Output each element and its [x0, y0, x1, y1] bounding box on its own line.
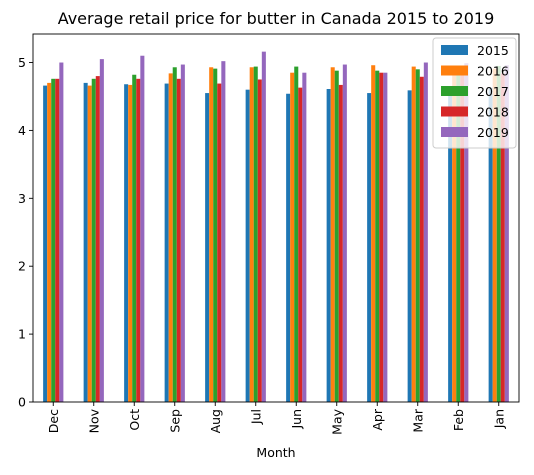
- legend-swatch-2017: [441, 86, 468, 96]
- bar-2017-jan[interactable]: [496, 65, 501, 402]
- bar-2015-may[interactable]: [326, 89, 331, 402]
- bar-2019-apr[interactable]: [383, 72, 388, 402]
- bar-2015-dec[interactable]: [43, 85, 48, 402]
- x-tick-label-mar: Mar: [410, 408, 425, 432]
- legend-label-2019: 2019: [477, 125, 509, 140]
- legend-label-2016: 2016: [477, 64, 509, 79]
- bar-2016-jun[interactable]: [290, 72, 295, 402]
- bar-2017-apr[interactable]: [375, 70, 380, 402]
- bar-2017-sep[interactable]: [172, 67, 177, 403]
- bar-2017-nov[interactable]: [91, 78, 96, 402]
- bar-2017-feb[interactable]: [456, 71, 461, 402]
- bar-2016-nov[interactable]: [87, 85, 92, 402]
- bar-2015-nov[interactable]: [83, 82, 88, 402]
- bar-2019-jul[interactable]: [261, 51, 266, 403]
- bar-2018-jun[interactable]: [298, 87, 303, 402]
- bar-2015-mar[interactable]: [407, 90, 412, 402]
- bar-2016-apr[interactable]: [371, 65, 376, 402]
- bar-2016-jan[interactable]: [492, 68, 497, 402]
- bar-2016-aug[interactable]: [209, 67, 214, 403]
- legend-swatch-2018: [441, 106, 468, 117]
- bar-2015-jul[interactable]: [245, 89, 250, 403]
- bar-2016-dec[interactable]: [47, 82, 52, 402]
- bar-2018-mar[interactable]: [419, 76, 424, 403]
- bar-2017-jul[interactable]: [253, 66, 258, 402]
- bar-2015-aug[interactable]: [205, 93, 210, 402]
- bar-2016-oct[interactable]: [128, 84, 133, 403]
- bar-2015-sep[interactable]: [164, 83, 169, 402]
- legend-label-2017: 2017: [477, 84, 509, 99]
- bar-2016-jul[interactable]: [249, 67, 254, 403]
- legend-label-2015: 2015: [477, 43, 509, 58]
- y-tick-label: 3: [18, 191, 26, 206]
- bar-2017-may[interactable]: [334, 70, 339, 402]
- bar-2018-jul[interactable]: [257, 79, 262, 403]
- bar-2015-apr[interactable]: [367, 93, 372, 402]
- bar-2016-may[interactable]: [330, 67, 335, 403]
- bar-2015-feb[interactable]: [448, 91, 453, 402]
- x-tick-label-sep: Sep: [167, 409, 182, 433]
- bar-2015-jun[interactable]: [286, 93, 291, 402]
- bar-2019-jun[interactable]: [302, 72, 307, 402]
- bar-2018-aug[interactable]: [217, 83, 222, 402]
- x-tick-label-oct: Oct: [127, 409, 142, 431]
- y-tick-label: 2: [18, 259, 26, 274]
- bar-2019-sep[interactable]: [180, 64, 185, 403]
- legend-swatch-2019: [441, 127, 468, 137]
- chart-title: Average retail price for butter in Canad…: [58, 9, 495, 28]
- bar-2018-oct[interactable]: [136, 78, 141, 402]
- x-tick-label-jan: Jan: [491, 409, 506, 429]
- bar-2019-may[interactable]: [342, 64, 347, 403]
- y-tick-label: 5: [18, 55, 26, 70]
- bar-2017-aug[interactable]: [213, 68, 218, 402]
- bar-2019-feb[interactable]: [464, 63, 469, 402]
- bar-2016-feb[interactable]: [452, 72, 457, 403]
- plot-frame: [32, 33, 520, 403]
- bar-2018-sep[interactable]: [176, 78, 181, 402]
- x-axis-label: Month: [256, 445, 295, 460]
- x-tick-label-aug: Aug: [208, 409, 223, 433]
- y-tick-label: 0: [18, 395, 26, 410]
- bar-2018-may[interactable]: [338, 84, 343, 403]
- bar-2019-dec[interactable]: [59, 62, 64, 403]
- x-tick-label-apr: Apr: [370, 408, 385, 430]
- bar-2018-jan[interactable]: [500, 73, 505, 402]
- legend-swatch-2015: [441, 45, 468, 55]
- bar-2017-mar[interactable]: [415, 69, 420, 402]
- y-tick-label: 4: [18, 123, 26, 138]
- bar-2017-jun[interactable]: [294, 66, 299, 402]
- bars-group: [43, 51, 509, 403]
- bar-2017-oct[interactable]: [132, 74, 137, 403]
- bar-2019-nov[interactable]: [99, 59, 104, 403]
- bar-2017-dec[interactable]: [51, 78, 56, 402]
- x-tick-label-feb: Feb: [451, 409, 466, 431]
- bar-2019-mar[interactable]: [423, 62, 428, 403]
- x-tick-label-dec: Dec: [46, 409, 61, 433]
- bar-2018-nov[interactable]: [95, 76, 100, 402]
- y-tick-label: 1: [18, 327, 26, 342]
- legend-swatch-2016: [441, 65, 468, 76]
- bar-2016-sep[interactable]: [168, 73, 173, 402]
- bar-2018-apr[interactable]: [379, 72, 384, 402]
- x-tick-label-may: May: [329, 408, 344, 434]
- legend-label-2018: 2018: [477, 105, 509, 120]
- x-tick-label-jul: Jul: [248, 409, 263, 425]
- x-tick-label-jun: Jun: [289, 409, 304, 430]
- bar-2018-feb[interactable]: [460, 74, 465, 403]
- bar-2018-dec[interactable]: [55, 78, 60, 402]
- bar-2016-mar[interactable]: [411, 66, 416, 402]
- bar-2019-oct[interactable]: [140, 55, 145, 402]
- x-tick-label-nov: Nov: [86, 408, 101, 433]
- bar-2015-oct[interactable]: [124, 84, 129, 403]
- legend: 2015 2016 2017 2018 2019: [432, 37, 517, 149]
- bar-2019-aug[interactable]: [221, 61, 226, 402]
- bar-2019-jan[interactable]: [504, 65, 509, 402]
- bar-2015-jan[interactable]: [488, 87, 493, 402]
